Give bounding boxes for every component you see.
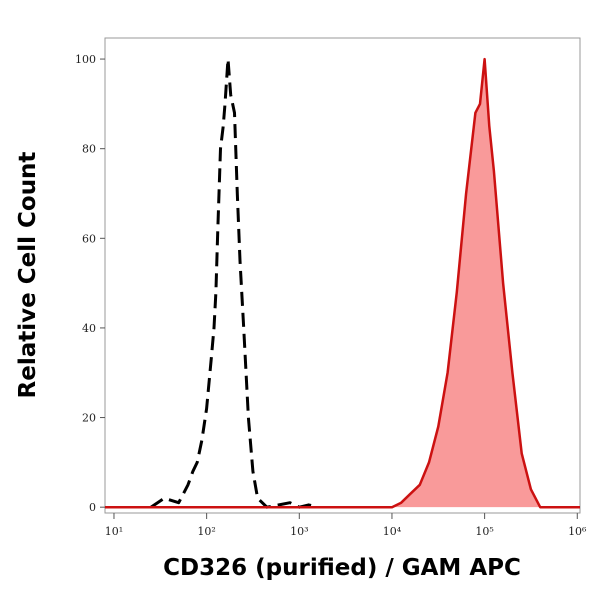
y-tick-label: 60 [82,232,96,245]
plot-frame [104,37,581,514]
x-tick-label: 10⁵ [475,525,493,538]
line [105,57,580,509]
y-tick-label: 40 [82,322,96,335]
y-axis-title: Relative Cell Count [15,152,41,399]
area [105,59,580,508]
y-tick-label: 80 [82,143,96,156]
line [150,57,319,509]
x-tick-label: 10⁴ [383,525,402,538]
x-tick-label: 10¹ [105,525,123,538]
y-tick-label: 20 [82,412,96,425]
x-tick-label: 10² [197,525,215,538]
x-tick-label: 10⁶ [568,525,587,538]
y-tick-label: 0 [89,501,96,514]
x-axis-title: CD326 (purified) / GAM APC [163,555,521,581]
x-tick-label: 10³ [290,525,308,538]
y-tick-label: 100 [75,53,96,66]
